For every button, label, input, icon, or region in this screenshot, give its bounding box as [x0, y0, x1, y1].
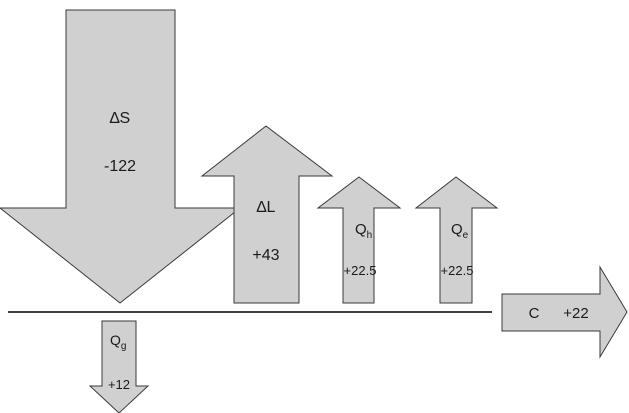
- q-e-value: +22.5: [441, 263, 474, 278]
- q-g-value: +12: [108, 377, 130, 392]
- q-g-symbol: Qg: [110, 332, 126, 352]
- delta-s-symbol: ∆S: [110, 110, 130, 127]
- c-arrow: [501, 265, 628, 359]
- q-e-arrow: [414, 176, 499, 304]
- delta-l-symbol: ∆L: [257, 199, 276, 216]
- q-h-symbol: Qh: [355, 221, 372, 241]
- q-e-symbol: Qe: [451, 221, 469, 241]
- delta-s-value: -122: [104, 158, 136, 175]
- delta-l-arrow: [200, 125, 334, 304]
- q-h-value: +22.5: [344, 263, 377, 278]
- c-symbol: C: [529, 305, 540, 322]
- delta-s-arrow: [0, 9, 242, 304]
- c-value: +22: [563, 305, 588, 322]
- q-h-arrow: [316, 176, 402, 304]
- delta-l-value: +43: [252, 247, 279, 264]
- q-g-arrow: [88, 320, 150, 413]
